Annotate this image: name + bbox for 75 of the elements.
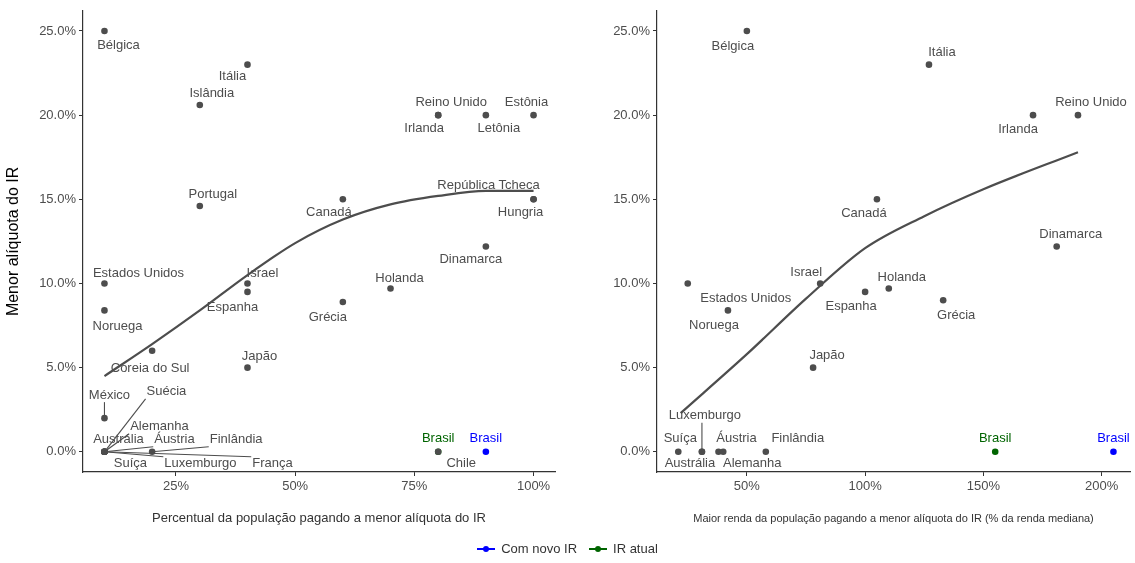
annotation: México	[88, 386, 131, 402]
annotation: Grécia	[308, 308, 348, 324]
annotation: Reino Unido	[415, 93, 487, 109]
annotation: Áustria	[716, 430, 758, 446]
y-tick-label: 25.0%	[613, 22, 651, 38]
annotation: Espanha	[825, 298, 878, 314]
data-label: Brasil	[421, 430, 455, 446]
annotation: França	[252, 455, 294, 471]
annotation: Finlândia	[209, 431, 264, 447]
annotation: República Tcheca	[437, 176, 541, 192]
data-label: Brasil	[1097, 430, 1130, 446]
annotation: Luxemburgo	[668, 407, 742, 423]
annotation: Canadá	[841, 204, 888, 220]
annotation: Letônia	[477, 119, 521, 135]
annotation: Hungria	[497, 203, 545, 219]
annotation: Austrália	[664, 455, 716, 471]
y-tick-label: 5.0%	[620, 359, 651, 375]
y-tick-label: 10.0%	[39, 275, 77, 291]
annotation: Islândia	[189, 84, 235, 100]
annotation: Suíça	[663, 430, 698, 446]
y-axis-title: Menor alíquota do IR	[4, 166, 22, 317]
annotation: Holanda	[375, 270, 425, 286]
annotation: Israel	[246, 265, 279, 281]
legend-label: IR atual	[613, 541, 658, 556]
annotation: Israel	[790, 264, 823, 280]
annotation: Irlanda	[404, 119, 445, 135]
annotation: Japão	[241, 348, 278, 364]
y-tick-label: 25.0%	[39, 22, 77, 38]
y-tick-label: 0.0%	[46, 443, 77, 459]
y-tick-label: 20.0%	[613, 106, 651, 122]
annotation: Portugal	[188, 185, 238, 201]
annotation: Estados Unidos	[700, 290, 792, 306]
x-tick-label: 50%	[733, 478, 761, 494]
annotation: Estônia	[504, 93, 549, 109]
annotation: Suécia	[146, 383, 188, 399]
annotation: Chile	[446, 455, 476, 471]
x-tick-label: 100%	[848, 478, 883, 494]
data-label: Brasil	[978, 430, 1012, 446]
x-tick-label: 200%	[1084, 478, 1119, 494]
annotation: Alemanha	[722, 455, 783, 471]
annotation: Noruega	[92, 317, 144, 333]
y-tick-label: 0.0%	[620, 443, 651, 459]
y-tick-label: 15.0%	[613, 190, 651, 206]
annotation: Japão	[809, 347, 845, 363]
annotation: Itália	[218, 68, 247, 84]
annotation: Dinamarca	[439, 251, 504, 267]
annotation: Dinamarca	[1039, 226, 1103, 242]
annotation: Noruega	[689, 316, 740, 332]
x-tick-label: 25%	[162, 478, 190, 494]
y-tick-label: 15.0%	[39, 190, 77, 206]
y-tick-label: 5.0%	[46, 359, 77, 375]
annotation: Estados Unidos	[92, 265, 185, 281]
y-tick-label: 20.0%	[39, 106, 77, 122]
annotation: Finlândia	[771, 430, 825, 446]
annotation: Bélgica	[711, 37, 755, 53]
data-label: Brasil	[469, 430, 503, 446]
annotation: Reino Unido	[1055, 93, 1127, 109]
annotation: Suíça	[113, 455, 148, 471]
x-tick-label: 75%	[401, 478, 428, 494]
annotation: Bélgica	[97, 36, 141, 52]
annotation: Holanda	[877, 269, 927, 285]
annotation: Espanha	[206, 299, 259, 315]
annotation: Canadá	[306, 203, 353, 219]
legend-label: Com novo IR	[501, 541, 578, 556]
annotation: Áustria	[154, 431, 196, 447]
x-tick-label: 100%	[516, 478, 551, 494]
y-tick-label: 10.0%	[613, 275, 651, 291]
x-tick-label: 50%	[282, 478, 309, 494]
annotation: Luxemburgo	[164, 455, 237, 471]
annotation: Irlanda	[998, 120, 1039, 136]
x-axis-title: Percentual da população pagando a menor alíquota do IR	[152, 509, 486, 525]
annotation: Itália	[928, 44, 957, 60]
x-tick-label: 150%	[966, 478, 1001, 494]
x-axis-title: Maior renda da população pagando a menor alíquota do IR (% da renda mediana)	[693, 512, 1094, 525]
annotation: Grécia	[937, 306, 977, 322]
